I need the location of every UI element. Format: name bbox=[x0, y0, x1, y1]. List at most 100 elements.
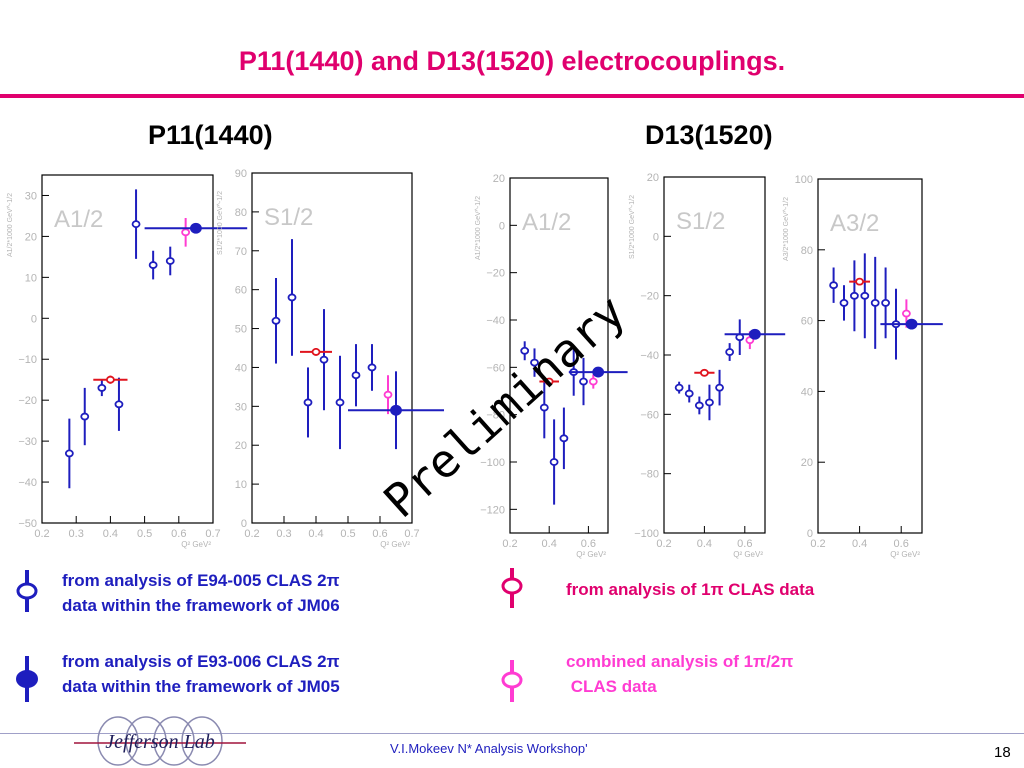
jefferson-lab-logo: Jefferson Lab bbox=[74, 716, 246, 766]
marker bbox=[181, 228, 191, 237]
panel-label: S1/2 bbox=[676, 208, 725, 235]
legend-1pi-line1: from analysis of 1π CLAS data bbox=[566, 580, 815, 599]
marker bbox=[905, 318, 918, 330]
data-point-open-blue bbox=[839, 285, 849, 321]
data-point-open-blue bbox=[705, 384, 714, 421]
y-tick-label: −40 bbox=[486, 315, 505, 327]
marker bbox=[588, 377, 598, 386]
legend-combined-line1: combined analysis of 1π/2π bbox=[566, 652, 794, 671]
data-point-open-magenta bbox=[588, 374, 598, 389]
data-point-open-blue bbox=[97, 379, 107, 397]
marker bbox=[303, 398, 313, 407]
x-axis-label: Q² GeV² bbox=[181, 540, 211, 549]
y-axis-label: A1/2*1000 GeV^-1/2 bbox=[475, 196, 482, 260]
y-tick-label: −20 bbox=[18, 395, 37, 407]
data-point-open-blue bbox=[860, 253, 870, 339]
x-tick-label: 0.4 bbox=[103, 528, 118, 540]
data-point-open-blue bbox=[64, 418, 74, 489]
panel-label: S1/2 bbox=[264, 204, 313, 231]
y-tick-label: 0 bbox=[241, 518, 247, 530]
marker bbox=[106, 375, 115, 384]
y-tick-label: 30 bbox=[235, 401, 247, 413]
data-point-open-blue bbox=[351, 344, 361, 407]
legend-e93-006-line1: from analysis of E93-006 CLAS 2π bbox=[62, 652, 340, 671]
y-tick-label: 80 bbox=[801, 245, 813, 257]
data-point-open-blue bbox=[829, 267, 838, 303]
data-point-open-blue bbox=[114, 377, 124, 431]
y-tick-label: −60 bbox=[640, 409, 659, 421]
marker bbox=[705, 398, 714, 407]
marker bbox=[189, 222, 202, 234]
data-point-open-blue bbox=[684, 384, 694, 403]
y-tick-label: 100 bbox=[795, 174, 813, 186]
marker bbox=[114, 400, 124, 409]
marker bbox=[351, 371, 361, 380]
marker bbox=[725, 348, 735, 356]
data-point-open-red bbox=[849, 277, 870, 286]
x-axis-label: Q² GeV² bbox=[380, 540, 410, 549]
legend-open-magenta-icon bbox=[497, 656, 527, 711]
marker bbox=[80, 412, 90, 421]
marker bbox=[694, 401, 704, 410]
x-tick-label: 0.2 bbox=[656, 538, 671, 550]
data-point-open-red bbox=[539, 377, 559, 386]
y-tick-label: 70 bbox=[235, 246, 247, 258]
data-point-open-blue bbox=[319, 309, 329, 411]
marker bbox=[592, 366, 605, 378]
x-tick-label: 0.6 bbox=[581, 538, 596, 550]
y-tick-label: 20 bbox=[493, 173, 505, 185]
data-point-open-blue bbox=[715, 369, 724, 406]
y-tick-label: 40 bbox=[801, 386, 813, 398]
data-point-open-blue bbox=[881, 267, 890, 339]
x-tick-label: 0.6 bbox=[894, 538, 909, 550]
marker bbox=[674, 383, 684, 392]
legend-open-blue-icon bbox=[12, 564, 42, 624]
y-tick-label: −20 bbox=[486, 268, 505, 280]
data-point-open-blue bbox=[870, 256, 880, 349]
chart-panel-2: 0 10 20 30 40 50 60 70 80 90 0.2 0.3 0.4 0.5 0.6 0.7Q² … bbox=[217, 168, 444, 549]
marker bbox=[335, 398, 345, 407]
plot-frame bbox=[663, 176, 766, 534]
data-point-filled-blue bbox=[348, 371, 444, 450]
data-point-open-blue bbox=[165, 246, 175, 276]
x-tick-label: 0.5 bbox=[137, 528, 152, 540]
panel-label: A3/2 bbox=[830, 210, 879, 237]
x-axis-label: Q² GeV² bbox=[733, 550, 763, 559]
y-tick-label: 60 bbox=[801, 316, 813, 328]
page-number: 18 bbox=[994, 744, 1011, 761]
marker bbox=[902, 309, 911, 318]
plot-frame bbox=[251, 172, 413, 524]
data-point-open-blue bbox=[335, 355, 345, 450]
y-tick-label: −40 bbox=[18, 477, 37, 489]
y-tick-label: 0 bbox=[807, 528, 813, 540]
plot-frame bbox=[817, 178, 923, 534]
d13-group-title: D13(1520) bbox=[645, 120, 773, 150]
marker bbox=[390, 404, 402, 416]
marker bbox=[684, 389, 694, 398]
marker bbox=[319, 355, 329, 364]
data-point-open-blue bbox=[367, 344, 377, 391]
x-tick-label: 0.4 bbox=[542, 538, 557, 550]
legend-e94-005-line1: from analysis of E94-005 CLAS 2π bbox=[62, 571, 340, 590]
y-tick-label: 30 bbox=[25, 190, 37, 202]
marker bbox=[881, 298, 890, 307]
legend-combined-line2: CLAS data bbox=[566, 677, 657, 696]
marker bbox=[287, 293, 297, 302]
y-tick-label: −100 bbox=[480, 457, 505, 469]
y-tick-label: 20 bbox=[25, 231, 37, 243]
data-point-open-blue bbox=[559, 407, 569, 470]
x-tick-label: 0.6 bbox=[171, 528, 186, 540]
marker bbox=[839, 298, 849, 307]
marker bbox=[383, 390, 393, 399]
x-tick-label: 0.3 bbox=[276, 528, 291, 540]
data-point-filled-blue bbox=[880, 318, 943, 330]
plot-frame bbox=[509, 177, 609, 534]
marker bbox=[97, 383, 107, 392]
x-axis-label: Q² GeV² bbox=[890, 550, 920, 559]
x-tick-label: 0.2 bbox=[34, 528, 49, 540]
x-tick-label: 0.2 bbox=[502, 538, 517, 550]
y-tick-label: −50 bbox=[18, 518, 37, 530]
marker bbox=[870, 298, 880, 307]
y-tick-label: −80 bbox=[640, 469, 659, 481]
